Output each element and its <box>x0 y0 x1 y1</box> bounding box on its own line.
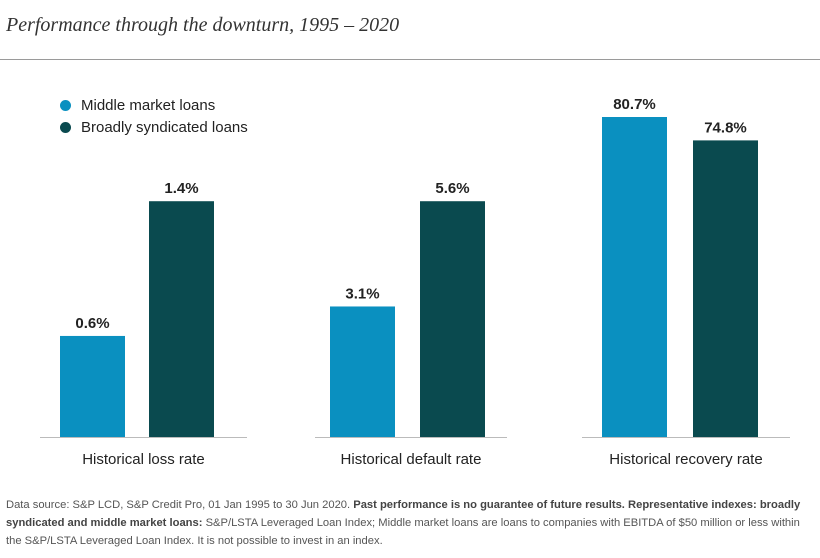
title-divider <box>0 59 820 60</box>
bar-chart: 0.6% 1.4% Historical loss rate 3.1% 5.6% Hist… <box>40 96 790 468</box>
bar-2-broadly-syndicated <box>420 201 485 437</box>
legend-label-middle-market: Middle market loans <box>81 96 216 114</box>
legend-swatch-broadly-syndicated <box>60 121 71 133</box>
bar-3-broadly-syndicated <box>693 140 758 437</box>
legend-item-broadly-syndicated: Broadly syndicated loans <box>60 116 248 138</box>
category-label-2: Historical default rate <box>341 451 482 468</box>
legend: Middle market loans Broadly syndicated l… <box>60 94 248 138</box>
footnote-index-note: S&P/LSTA Leveraged Loan Index; Middle ma… <box>6 517 800 547</box>
bar-2-middle-market <box>330 306 395 437</box>
data-label-2-middle-market: 3.1% <box>345 285 379 302</box>
legend-label-broadly-syndicated: Broadly syndicated loans <box>81 118 248 136</box>
data-label-2-broadly-syndicated: 5.6% <box>435 180 469 197</box>
legend-swatch-middle-market <box>60 99 71 111</box>
category-label-3: Historical recovery rate <box>609 451 762 468</box>
bar-1-broadly-syndicated <box>149 201 214 437</box>
chart-title: Performance through the downturn, 1995 –… <box>6 14 400 36</box>
data-label-1-broadly-syndicated: 1.4% <box>164 180 198 197</box>
legend-item-middle-market: Middle market loans <box>60 94 248 116</box>
bar-1-middle-market <box>60 335 125 437</box>
footnote: Data source: S&P LCD, S&P Credit Pro, 01… <box>6 496 814 550</box>
category-label-1: Historical loss rate <box>82 451 205 468</box>
data-label-3-middle-market: 80.7% <box>613 96 656 113</box>
footnote-source: Data source: S&P LCD, S&P Credit Pro, 01… <box>6 499 354 511</box>
bar-3-middle-market <box>602 117 667 437</box>
data-label-1-middle-market: 0.6% <box>75 315 109 332</box>
data-label-3-broadly-syndicated: 74.8% <box>704 119 747 136</box>
footnote-disclaimer: Past performance is no guarantee of futu… <box>6 499 801 529</box>
